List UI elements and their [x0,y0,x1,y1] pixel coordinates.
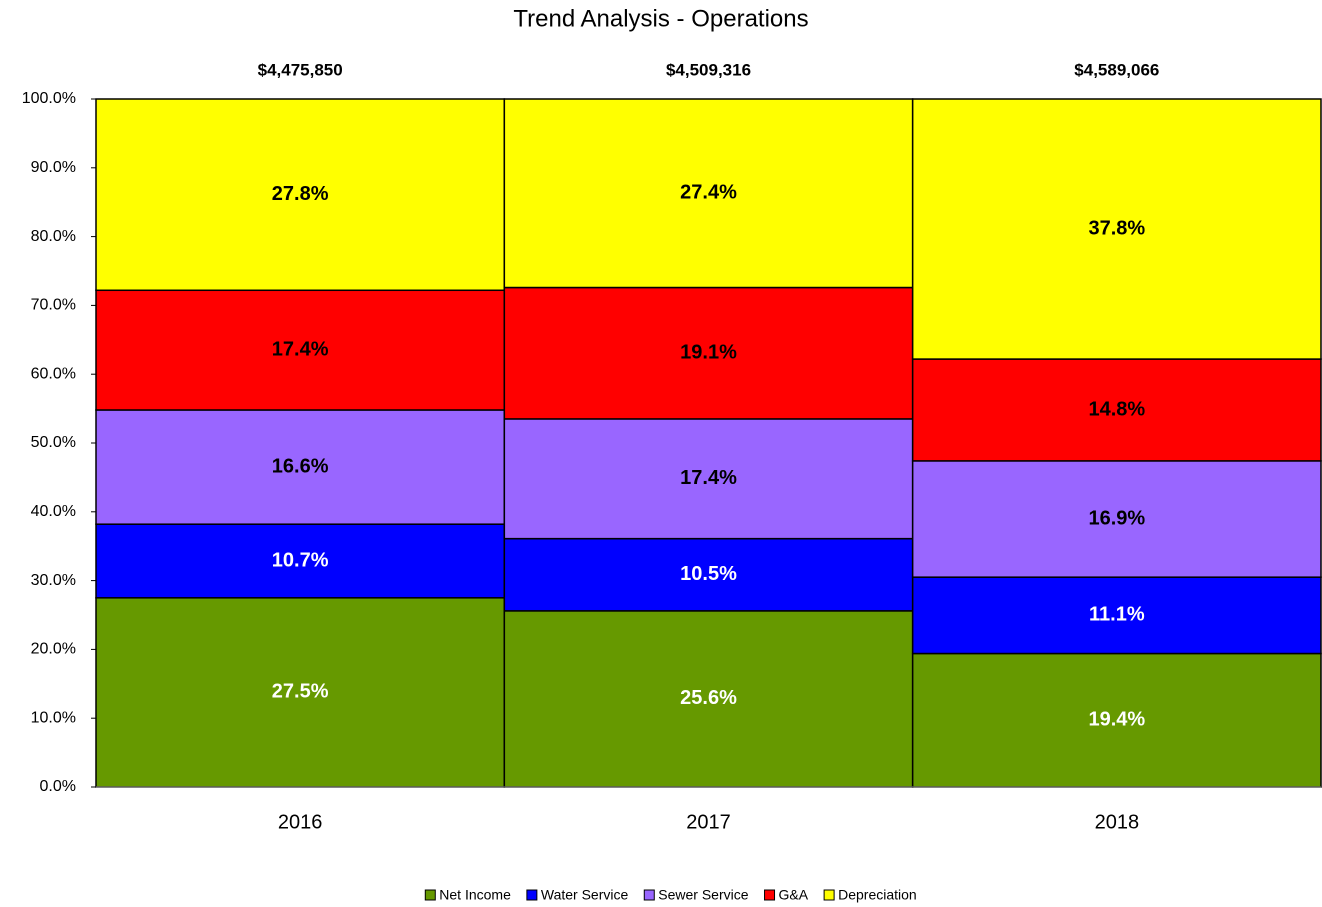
legend-label: Water Service [541,887,629,903]
y-tick-label: 20.0% [31,641,76,658]
data-label: 14.8% [1088,398,1145,420]
bar-segment [911,98,1322,360]
bar-segment [911,652,1322,788]
x-tick-label: 2016 [278,811,323,833]
data-label: 17.4% [680,467,737,489]
bar-segment [503,418,914,540]
y-tick-label: 80.0% [31,228,76,245]
data-label: 37.8% [1088,217,1145,239]
bar-segment [911,460,1322,578]
bar-segment [503,537,914,612]
data-label: 16.6% [272,455,329,477]
data-label: 11.1% [1089,604,1145,626]
data-label: 19.1% [680,341,737,363]
y-tick-label: 100.0% [22,90,76,107]
x-tick-label: 2018 [1095,811,1140,833]
data-label: 27.5% [272,681,329,703]
x-tick-label: 2017 [686,811,731,833]
data-label: 25.6% [680,687,737,709]
data-label: 19.4% [1088,709,1145,731]
data-label: 17.4% [272,338,329,360]
y-tick-label: 90.0% [31,159,76,176]
data-label: 10.7% [272,549,329,571]
total-label: $4,509,316 [666,60,751,79]
y-tick-label: 40.0% [31,503,76,520]
data-label: 10.5% [680,563,737,585]
legend-swatch [526,889,538,901]
y-tick-label: 10.0% [31,709,76,726]
legend: Net Income Water Service Sewer Service G&A D… [424,887,917,903]
chart-title: Trend Analysis - Operations [513,5,808,32]
data-label: 16.9% [1088,507,1145,529]
y-tick-label: 30.0% [31,572,76,589]
legend-label: Sewer Service [658,887,748,903]
legend-label: Depreciation [838,887,917,903]
bar-segment [911,358,1322,462]
total-label: $4,475,850 [258,60,343,79]
legend-swatch [643,889,655,901]
bar-segment [95,597,506,788]
y-tick-label: 50.0% [31,434,76,451]
legend-swatch [424,889,436,901]
bar-segment [503,98,914,289]
bar-segment [95,98,506,292]
legend-swatch [764,889,776,901]
y-tick-label: 0.0% [40,778,76,795]
y-tick-label: 60.0% [31,365,76,382]
legend-label: Net Income [439,887,511,903]
legend-label: G&A [779,887,809,903]
data-label: 27.4% [680,182,737,204]
total-label: $4,589,066 [1074,60,1159,79]
y-tick-label: 70.0% [31,297,76,314]
bar-segment [911,576,1322,655]
data-label: 27.8% [272,183,329,205]
legend-swatch [823,889,835,901]
